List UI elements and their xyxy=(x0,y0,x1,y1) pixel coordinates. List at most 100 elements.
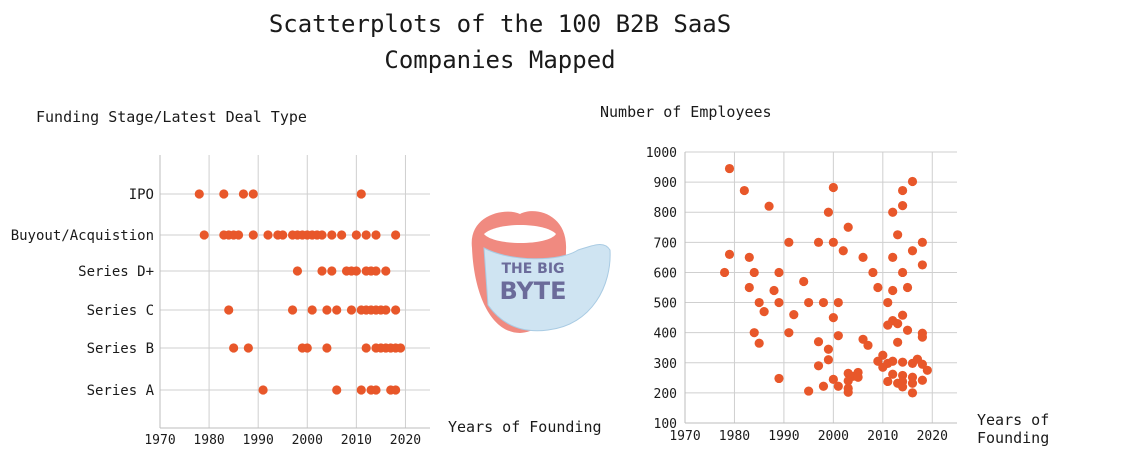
data-point xyxy=(391,305,401,315)
data-point xyxy=(199,230,209,240)
data-point xyxy=(327,230,337,240)
data-point xyxy=(893,319,903,329)
data-point xyxy=(194,189,204,199)
x-tick-label: 1980 xyxy=(719,429,750,444)
data-point xyxy=(258,385,268,395)
data-point xyxy=(322,343,332,353)
data-point xyxy=(238,189,249,199)
data-point xyxy=(322,305,332,315)
data-point xyxy=(381,305,391,315)
data-point xyxy=(888,207,898,217)
data-point xyxy=(907,246,918,256)
data-point xyxy=(317,230,327,240)
left-chart-xlabel: Years of Founding xyxy=(448,418,602,436)
data-point xyxy=(224,305,234,315)
data-point xyxy=(371,230,381,240)
y-category-label: Series D+ xyxy=(78,264,154,280)
data-point xyxy=(724,249,735,259)
y-category-label: Series C xyxy=(87,303,154,319)
x-tick-label: 2010 xyxy=(867,429,898,444)
data-point xyxy=(307,305,317,315)
x-tick-label: 2020 xyxy=(917,429,948,444)
data-point xyxy=(843,387,853,397)
data-point xyxy=(907,388,918,398)
data-point xyxy=(818,297,829,308)
x-tick-label: 2010 xyxy=(341,433,372,448)
data-point xyxy=(893,230,903,240)
data-point xyxy=(739,185,749,196)
data-point xyxy=(774,267,784,278)
data-point xyxy=(784,328,794,338)
data-point xyxy=(356,189,366,199)
data-point xyxy=(799,276,809,287)
data-point xyxy=(902,282,913,293)
data-point xyxy=(219,189,229,199)
data-point xyxy=(749,267,759,278)
data-point xyxy=(789,310,799,320)
data-point xyxy=(813,337,824,347)
data-point xyxy=(804,386,814,396)
the-big-byte-logo: THE BIG BYTE xyxy=(471,211,611,333)
data-point xyxy=(744,252,754,262)
data-point xyxy=(332,305,342,315)
data-point xyxy=(833,297,843,308)
tongue-shape xyxy=(483,244,611,332)
data-point xyxy=(863,340,873,350)
right-chart-xlabel: Years of Founding xyxy=(977,411,1050,447)
y-tick-label: 800 xyxy=(654,206,677,221)
x-tick-label: 1980 xyxy=(193,433,224,448)
data-point xyxy=(391,385,401,395)
data-point xyxy=(883,320,893,330)
data-point xyxy=(287,305,298,315)
data-point xyxy=(317,266,327,276)
data-point xyxy=(361,230,371,240)
data-point xyxy=(337,230,347,240)
data-point xyxy=(828,374,838,384)
data-point xyxy=(248,189,258,199)
data-point xyxy=(804,297,814,308)
data-point xyxy=(898,310,908,320)
data-point xyxy=(828,313,838,323)
data-point xyxy=(878,362,888,372)
data-point xyxy=(828,182,838,193)
data-point xyxy=(843,376,853,386)
x-tick-label: 2000 xyxy=(818,429,849,444)
right-chart-title: Number of Employees xyxy=(600,103,772,121)
data-point xyxy=(898,200,908,211)
data-point xyxy=(243,343,253,353)
y-tick-label: 300 xyxy=(654,357,677,372)
data-point xyxy=(917,260,927,270)
data-point xyxy=(764,201,774,211)
data-point xyxy=(823,344,834,354)
data-point xyxy=(858,252,868,262)
y-category-label: Series B xyxy=(87,341,154,357)
page-title: Scatterplots of the 100 B2B SaaS Compani… xyxy=(268,10,732,74)
data-point xyxy=(754,297,764,308)
data-point xyxy=(391,230,401,240)
data-point xyxy=(346,305,357,315)
data-point xyxy=(278,230,288,240)
data-point xyxy=(371,385,381,395)
y-category-label: Series A xyxy=(87,383,155,399)
data-point xyxy=(883,376,893,387)
data-point xyxy=(883,297,893,308)
data-point xyxy=(888,252,898,262)
data-point xyxy=(361,343,371,353)
data-point xyxy=(823,355,834,365)
data-point xyxy=(724,163,735,174)
data-point xyxy=(233,230,244,240)
y-category-label: Buyout/Acquistion xyxy=(11,228,154,244)
y-tick-label: 900 xyxy=(654,176,677,191)
x-tick-label: 2000 xyxy=(292,433,323,448)
data-point xyxy=(759,306,769,317)
data-point xyxy=(873,282,883,293)
data-point xyxy=(902,325,913,335)
data-point xyxy=(351,230,361,240)
data-point xyxy=(888,285,898,296)
y-tick-label: 600 xyxy=(654,266,677,281)
x-tick-label: 1990 xyxy=(243,433,274,448)
data-point xyxy=(381,266,391,276)
data-point xyxy=(774,373,784,384)
y-tick-label: 200 xyxy=(654,387,677,402)
